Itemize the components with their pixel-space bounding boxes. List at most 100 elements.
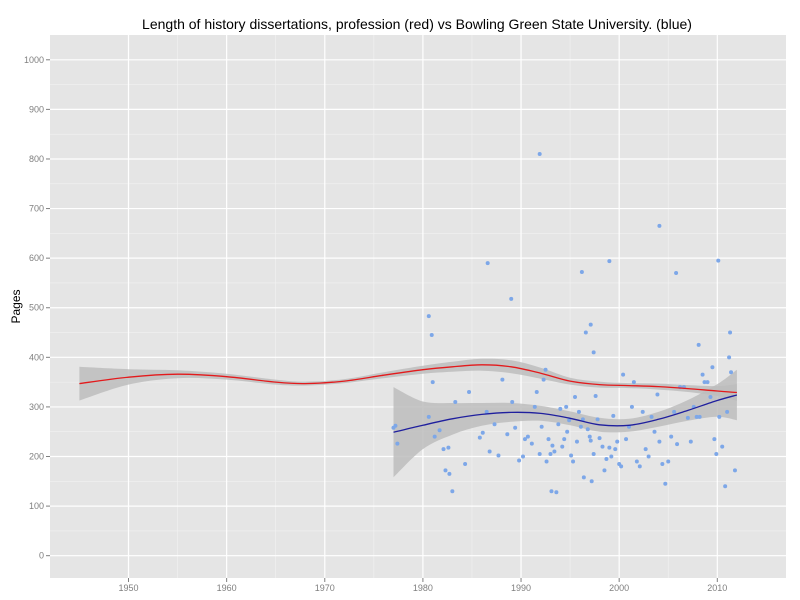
x-tick-label: 2010 [707, 583, 727, 593]
data-point [720, 444, 725, 449]
data-point [588, 322, 593, 327]
data-point [613, 447, 618, 452]
data-point [522, 437, 527, 442]
data-point [544, 459, 549, 464]
data-point [591, 350, 596, 355]
data-point [546, 437, 551, 442]
data-point [532, 404, 537, 409]
data-point [629, 404, 634, 409]
y-tick-label: 300 [29, 402, 44, 412]
data-point [634, 459, 639, 464]
y-tick-label: 800 [29, 154, 44, 164]
data-point [728, 330, 733, 335]
data-point [675, 442, 680, 447]
chart-title: Length of history dissertations, profess… [142, 16, 692, 32]
data-point [579, 270, 584, 275]
data-point [708, 395, 713, 399]
data-point [657, 439, 662, 444]
x-tick-label: 2000 [609, 583, 629, 593]
data-point [484, 409, 489, 414]
data-point [560, 444, 565, 449]
data-point [643, 447, 648, 452]
data-point [717, 414, 722, 419]
data-point [513, 425, 518, 430]
y-tick-label: 0 [39, 551, 44, 561]
data-point [569, 453, 574, 458]
data-point [550, 443, 555, 448]
data-point [485, 261, 490, 266]
data-point [712, 437, 717, 442]
data-point [646, 454, 651, 459]
data-point [705, 380, 710, 385]
data-point [505, 432, 510, 437]
data-point [446, 445, 451, 450]
data-point [581, 475, 586, 480]
data-point [672, 409, 677, 414]
data-point [725, 409, 730, 414]
data-point [556, 422, 561, 427]
data-point [700, 372, 705, 377]
data-point [537, 452, 542, 457]
data-point [500, 377, 505, 382]
data-point [437, 428, 442, 433]
data-point [685, 415, 690, 420]
data-point [525, 434, 530, 439]
data-point [552, 449, 557, 454]
data-point [615, 439, 620, 444]
data-point [660, 461, 665, 466]
data-point [631, 380, 636, 385]
x-tick-label: 1990 [511, 583, 531, 593]
data-point [591, 452, 596, 457]
data-point [624, 437, 629, 442]
data-point [583, 330, 588, 335]
data-point [619, 464, 624, 469]
data-point [716, 258, 721, 263]
data-point [541, 377, 546, 382]
data-point [496, 453, 501, 458]
data-point [640, 409, 645, 414]
data-point [688, 439, 693, 444]
data-point [589, 479, 594, 484]
data-point [426, 314, 431, 319]
data-point [649, 414, 654, 419]
x-tick-label: 1950 [118, 583, 138, 593]
data-point [732, 468, 737, 473]
data-point [492, 422, 497, 427]
data-point [558, 406, 563, 411]
data-point [609, 454, 614, 459]
x-tick-label: 1970 [315, 583, 335, 593]
data-point [674, 271, 679, 276]
data-point [588, 438, 593, 443]
y-tick-label: 200 [29, 452, 44, 462]
data-point [539, 424, 544, 429]
data-point [576, 409, 581, 414]
data-point [480, 430, 485, 435]
data-point [607, 445, 612, 450]
data-point [723, 484, 728, 489]
data-point [510, 399, 515, 404]
y-tick-label: 1000 [24, 55, 44, 65]
data-point [554, 490, 559, 495]
data-point [602, 468, 607, 473]
data-point [578, 424, 583, 429]
data-point [702, 380, 707, 385]
data-point [655, 392, 660, 397]
data-point [585, 427, 590, 432]
data-point [727, 355, 732, 360]
data-point [574, 439, 579, 444]
data-point [587, 434, 592, 439]
data-points [391, 152, 737, 495]
bgsu-smooth-line [393, 394, 738, 433]
data-point [395, 441, 400, 446]
data-point [432, 434, 437, 439]
y-tick-label: 400 [29, 352, 44, 362]
data-point [393, 423, 398, 428]
data-point [565, 429, 570, 434]
y-tick-label: 500 [29, 303, 44, 313]
y-tick-label: 600 [29, 253, 44, 263]
plot-panel [50, 35, 786, 578]
data-point [543, 367, 548, 372]
data-point [549, 489, 554, 494]
data-point [517, 458, 522, 463]
